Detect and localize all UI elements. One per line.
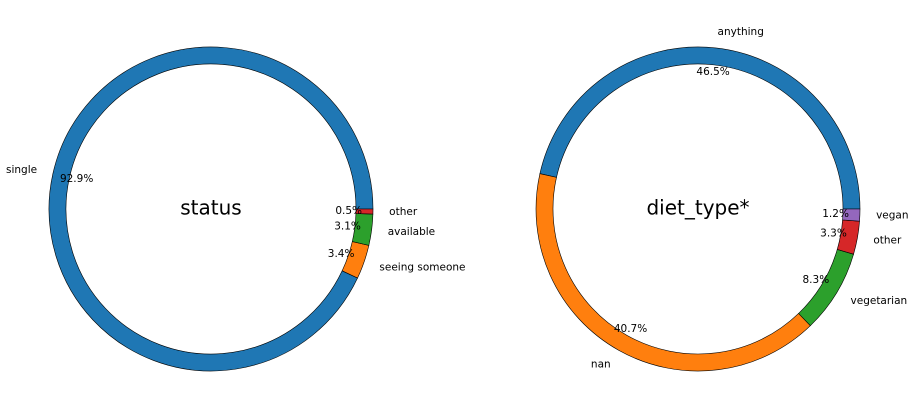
slice-label-seeing-someone: seeing someone bbox=[379, 261, 465, 273]
slice-label-vegetarian: vegetarian bbox=[851, 295, 908, 307]
donut-chart-1: single 92.9% seeing someone 3.4% available 3.… bbox=[6, 46, 465, 372]
slice-label-single: single bbox=[6, 164, 37, 176]
slice-label-vegan: vegan bbox=[876, 210, 908, 222]
slice-single bbox=[48, 46, 374, 372]
pct-label-other: 3.3% bbox=[820, 228, 847, 240]
pct-label-seeing-someone: 3.4% bbox=[328, 248, 355, 260]
pct-label-anything: 46.5% bbox=[696, 66, 729, 78]
pct-label-vegetarian: 8.3% bbox=[803, 274, 830, 286]
pct-label-other: 0.5% bbox=[335, 205, 362, 217]
chart-title: status bbox=[180, 196, 241, 220]
slice-vegetarian bbox=[798, 249, 854, 327]
slice-label-nan: nan bbox=[591, 358, 611, 370]
pct-label-nan: 40.7% bbox=[614, 323, 647, 335]
pct-label-single: 92.9% bbox=[60, 173, 93, 185]
slice-other bbox=[355, 208, 374, 215]
slice-label-available: available bbox=[388, 226, 435, 238]
slice-label-other: other bbox=[873, 235, 902, 247]
pct-label-vegan: 1.2% bbox=[822, 208, 849, 220]
slice-label-anything: anything bbox=[718, 26, 764, 38]
slice-vegan bbox=[842, 208, 861, 222]
donut-chart-2: anything 46.5% nan 40.7% vegetarian 8.3% other… bbox=[535, 26, 909, 372]
pct-label-available: 3.1% bbox=[334, 221, 361, 233]
chart-title: diet_type* bbox=[646, 196, 749, 220]
slice-label-other: other bbox=[389, 206, 418, 218]
